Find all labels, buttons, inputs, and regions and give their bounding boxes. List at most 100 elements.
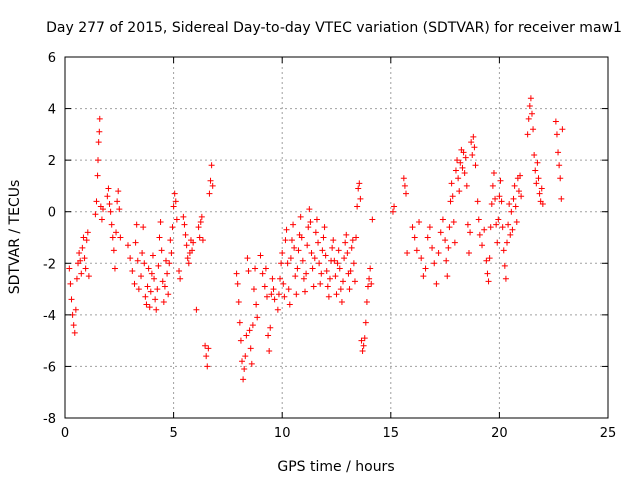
data-point <box>323 268 330 275</box>
data-point <box>337 286 344 293</box>
data-point <box>442 237 449 244</box>
plot-frame <box>64 56 609 419</box>
data-point <box>124 242 131 249</box>
data-point <box>113 229 120 236</box>
data-point <box>468 139 475 146</box>
data-point <box>252 265 259 272</box>
data-point <box>177 275 184 282</box>
data-point <box>506 200 513 207</box>
data-point <box>285 286 292 293</box>
data-point <box>81 255 88 262</box>
data-point <box>309 265 316 272</box>
data-point <box>199 237 206 244</box>
data-point <box>347 268 354 275</box>
data-point <box>197 219 204 226</box>
data-point <box>240 376 247 383</box>
data-point <box>206 190 213 197</box>
data-point <box>535 175 542 182</box>
data-point <box>95 157 102 164</box>
data-point <box>331 257 338 264</box>
data-point <box>429 244 436 251</box>
data-point <box>348 244 355 251</box>
data-point <box>447 198 454 205</box>
data-point <box>512 203 519 210</box>
y-tick-label: 6 <box>48 51 56 66</box>
data-point <box>138 273 145 280</box>
data-point <box>418 255 425 262</box>
data-point <box>96 128 103 135</box>
data-point <box>133 221 140 228</box>
y-tick-label: -4 <box>43 309 56 324</box>
data-point <box>146 304 153 311</box>
data-point <box>460 149 467 156</box>
data-point <box>261 283 268 290</box>
data-point <box>311 255 318 262</box>
data-point <box>332 273 339 280</box>
data-point <box>528 110 535 117</box>
data-point <box>525 115 532 122</box>
data-point <box>497 177 504 184</box>
data-point <box>283 226 290 233</box>
data-point <box>505 221 512 228</box>
data-point <box>284 260 291 267</box>
data-point <box>435 249 442 256</box>
data-point <box>83 237 90 244</box>
data-point <box>456 188 463 195</box>
data-point <box>364 283 371 290</box>
data-point <box>452 167 459 174</box>
data-point <box>98 216 105 223</box>
data-point <box>310 283 317 290</box>
data-point <box>246 327 253 334</box>
data-point <box>351 278 358 285</box>
data-point <box>559 126 566 133</box>
data-point <box>82 265 89 272</box>
data-point <box>209 182 216 189</box>
data-point <box>160 298 167 305</box>
x-tick-label: 10 <box>274 426 291 441</box>
data-point <box>195 224 202 231</box>
data-point <box>416 219 423 226</box>
data-point <box>341 255 348 262</box>
data-point <box>359 347 366 354</box>
data-point <box>157 219 164 226</box>
data-point <box>67 280 74 287</box>
data-point <box>93 198 100 205</box>
data-point <box>333 291 340 298</box>
data-point <box>172 198 179 205</box>
data-point <box>553 131 560 138</box>
data-point <box>147 288 154 295</box>
data-point <box>303 270 310 277</box>
data-point <box>420 273 427 280</box>
data-point <box>368 280 375 287</box>
data-point <box>358 337 365 344</box>
data-point <box>555 149 562 156</box>
data-point <box>263 293 270 300</box>
data-point <box>313 216 320 223</box>
data-point <box>322 252 329 259</box>
data-point <box>340 278 347 285</box>
data-point <box>142 293 149 300</box>
data-point <box>158 247 165 254</box>
data-point <box>204 363 211 370</box>
data-point <box>509 226 516 233</box>
data-point <box>391 203 398 210</box>
y-tick-label: -8 <box>43 412 56 427</box>
data-point <box>297 213 304 220</box>
data-point <box>556 162 563 169</box>
data-point <box>354 203 361 210</box>
data-point <box>490 170 497 177</box>
data-point <box>463 182 470 189</box>
data-point <box>454 157 461 164</box>
data-point <box>349 237 356 244</box>
data-point <box>249 322 256 329</box>
data-point <box>182 231 189 238</box>
data-point <box>165 291 172 298</box>
data-point <box>409 224 416 231</box>
data-point <box>455 175 462 182</box>
data-point <box>268 291 275 298</box>
data-point <box>479 242 486 249</box>
data-point <box>134 257 141 264</box>
data-point <box>259 270 266 277</box>
data-point <box>494 239 501 246</box>
